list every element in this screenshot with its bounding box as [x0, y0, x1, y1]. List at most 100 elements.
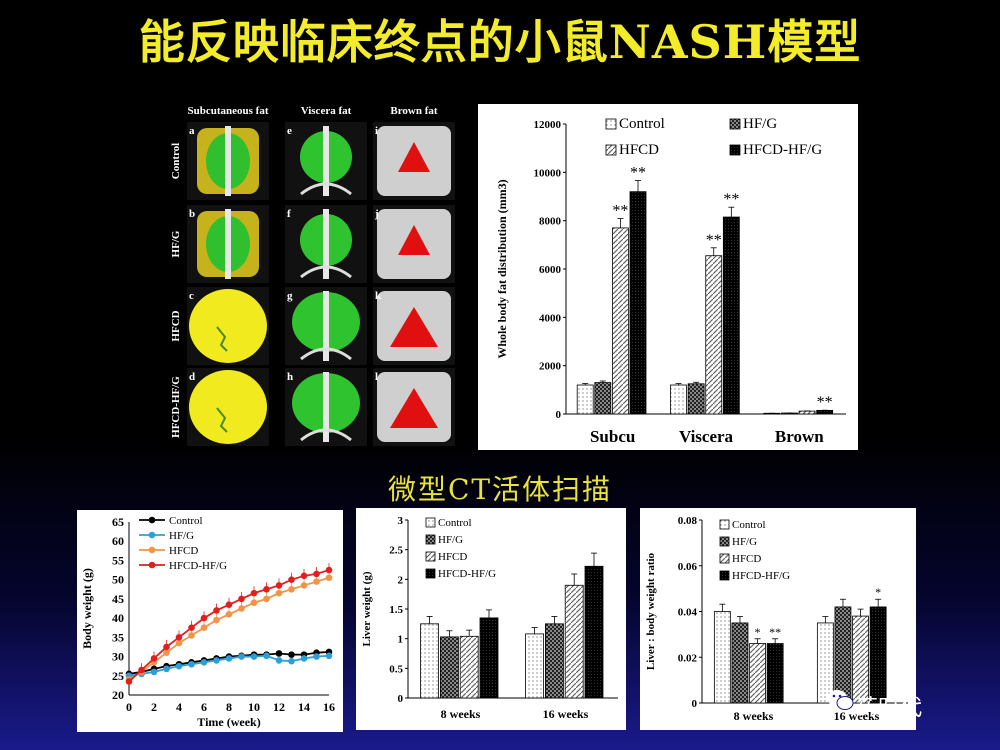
- wechat-icon: [827, 690, 854, 710]
- ct-row-label: HFCD-HF/G: [170, 376, 182, 438]
- data-point: [300, 655, 308, 662]
- data-point: [288, 585, 295, 593]
- bar-hfcd: [564, 584, 584, 699]
- ct-scan-image: l: [373, 368, 455, 446]
- fat-detail: [216, 326, 228, 352]
- data-point: [275, 582, 283, 589]
- data-point: [325, 574, 333, 582]
- y-tick-label: 20: [112, 688, 124, 702]
- bar-hfg: [544, 623, 564, 699]
- ct-scan-image: j: [373, 205, 455, 283]
- watermark-text: 药时代: [856, 696, 923, 721]
- x-category-label: Brown: [775, 427, 824, 446]
- data-point: [288, 651, 295, 658]
- spine: [225, 126, 231, 196]
- legend-swatch: [719, 553, 730, 564]
- data-point: [300, 572, 308, 580]
- data-point: [263, 585, 270, 593]
- pelvis: [300, 265, 352, 279]
- data-point: [250, 599, 258, 607]
- x-tick-label: 0: [126, 700, 132, 714]
- spine: [323, 291, 329, 361]
- y-axis-label: Liver : body weight ratio: [645, 552, 657, 670]
- y-tick-label: 8000: [539, 216, 562, 228]
- ct-scan-image: d: [187, 368, 269, 446]
- data-point: [313, 570, 320, 578]
- subcutaneous-fat: [189, 289, 267, 363]
- y-tick-label: 50: [112, 573, 124, 587]
- data-point: [313, 578, 320, 585]
- y-tick-label: 0: [398, 693, 404, 705]
- legend-label: HFCD: [732, 553, 761, 565]
- body-weight-chart-panel: 20 25 30 35 40 45 50 55 60 65 0 2 4 6 8 10 12 14 16 Time (w…: [77, 510, 343, 732]
- y-tick-label: 2.5: [389, 545, 403, 557]
- x-tick-label: 2: [151, 700, 157, 714]
- ct-image-letter: k: [375, 290, 382, 302]
- legend-marker: [148, 531, 156, 539]
- ct-row-label: Control: [170, 143, 182, 179]
- legend-swatch: [425, 534, 436, 545]
- legend-label: HF/G: [169, 530, 194, 542]
- y-tick-label: 0.04: [678, 607, 698, 619]
- subcutaneous-fat: [189, 370, 267, 444]
- data-point: [313, 653, 320, 660]
- data-point: [188, 660, 195, 668]
- legend-swatch: [425, 551, 436, 562]
- y-axis-label: Liver weight (g): [361, 571, 373, 646]
- legend-label: HFCD: [619, 142, 659, 158]
- bar-hfg: [731, 622, 749, 704]
- bar-control: [420, 623, 439, 699]
- ct-image-letter: l: [375, 371, 378, 383]
- x-category-label: 8 weeks: [734, 709, 774, 723]
- data-point: [200, 624, 208, 632]
- data-point: [238, 595, 245, 603]
- y-tick-label: 10000: [534, 167, 562, 179]
- legend-swatch: [605, 118, 617, 130]
- bar-control: [525, 633, 545, 699]
- data-point: [325, 566, 333, 574]
- legend-label: Control: [438, 517, 472, 529]
- body-weight-chart: 20 25 30 35 40 45 50 55 60 65 0 2 4 6 8 10 12 14 16 Time (w…: [80, 515, 335, 729]
- data-point: [163, 649, 170, 657]
- brown-fat: [390, 307, 438, 347]
- x-tick-label: 8: [226, 700, 232, 714]
- legend-swatch: [605, 144, 617, 156]
- y-tick-label: 0.5: [389, 663, 403, 675]
- slide-title: 能反映临床终点的小鼠NASH模型: [138, 15, 862, 69]
- ct-scan-image: b: [187, 205, 269, 283]
- legend-label: HF/G: [743, 116, 777, 132]
- significance-marker: **: [630, 165, 646, 182]
- x-tick-label: 16: [323, 700, 335, 714]
- y-tick-label: 0: [692, 698, 698, 710]
- legend-label: HFCD-HF/G: [169, 560, 227, 572]
- ct-scan-image: a: [187, 122, 269, 200]
- y-tick-label: 2: [398, 574, 404, 586]
- ct-row-label: HF/G: [170, 230, 182, 257]
- data-point: [288, 657, 295, 665]
- legend-label: HFCD-HF/G: [732, 570, 790, 582]
- ct-image-letter: a: [189, 125, 195, 137]
- y-axis-label: Body weight (g): [80, 568, 94, 649]
- legend-label: HF/G: [438, 534, 463, 546]
- y-tick-label: 4000: [539, 312, 562, 324]
- y-tick-label: 30: [112, 650, 124, 664]
- data-point: [188, 632, 195, 639]
- legend-label: HFCD: [169, 545, 198, 557]
- significance-marker: **: [769, 625, 781, 639]
- bar-control: [670, 384, 687, 415]
- data-point: [225, 610, 233, 618]
- bar-hfcdhfg: [722, 216, 740, 415]
- ct-image-letter: d: [189, 371, 195, 383]
- spine: [323, 209, 329, 279]
- data-point: [325, 652, 333, 660]
- legend-label: HFCD-HF/G: [743, 142, 822, 158]
- ct-image-letter: i: [375, 125, 378, 137]
- y-tick-label: 1.5: [389, 604, 403, 616]
- x-category-label: 16 weeks: [834, 709, 880, 723]
- data-point: [238, 653, 245, 660]
- ct-row-label: HFCD: [170, 310, 182, 341]
- bar-hfcdhfg: [629, 191, 647, 415]
- y-tick-label: 0: [556, 409, 562, 421]
- ct-scan-panel: Subcutaneous fat Viscera fat Brown fat Cont…: [165, 100, 465, 452]
- y-tick-label: 0.02: [678, 652, 698, 664]
